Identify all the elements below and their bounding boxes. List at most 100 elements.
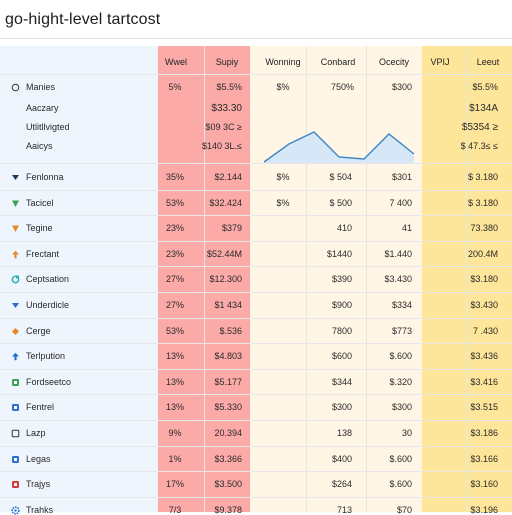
cell-supiy: $5.330: [214, 402, 242, 412]
cell-leeut: $3.436: [470, 351, 498, 361]
square-icon: [11, 480, 20, 489]
row-divider: [0, 215, 512, 216]
cell-wwel: 53%: [165, 326, 184, 336]
row-label[interactable]: Trajys: [26, 479, 51, 489]
cell-conbard: $344: [331, 377, 352, 387]
row-label[interactable]: Legas: [26, 454, 51, 464]
cell-ocecity: 30: [401, 428, 412, 438]
cell-leeut: 7 .430: [472, 326, 498, 336]
cell-wwel: 13%: [165, 377, 184, 387]
cell-supiy: $52.44M: [206, 249, 242, 259]
square-icon: [11, 403, 20, 412]
row-divider: [0, 266, 512, 267]
row-divider: [0, 241, 512, 242]
group-value-supiy: $5.5%: [216, 82, 242, 92]
cell-supiy: $12.300: [209, 274, 242, 284]
row-label[interactable]: Fordseetco: [26, 377, 72, 387]
row-label[interactable]: Lazp: [26, 428, 46, 438]
cell-ocecity: $3.430: [384, 274, 412, 284]
group-value-conbard: 750%: [330, 82, 354, 92]
triangle-icon: [11, 199, 20, 208]
row-divider: [0, 420, 512, 421]
cell-wwel: 17%: [165, 479, 184, 489]
row-label[interactable]: Fentrel: [26, 402, 55, 412]
sub-row-yellow-value: $ 47.3≤ ≤: [460, 141, 498, 151]
square-icon: [11, 455, 20, 464]
row-label[interactable]: Terlpution: [26, 351, 66, 361]
cell-leeut: $3.515: [470, 402, 498, 412]
group-value-wonning: $%: [276, 82, 290, 92]
refresh-icon: [11, 275, 20, 284]
row-divider: [0, 471, 512, 472]
cell-conbard: $400: [331, 454, 352, 464]
column-header-wwel[interactable]: Wwel: [165, 57, 187, 67]
cell-supiy: $3.500: [214, 479, 242, 489]
cell-ocecity: $773: [391, 326, 412, 336]
cell-ocecity: $.600: [389, 351, 412, 361]
column-header-wonning[interactable]: Wonning: [265, 57, 301, 67]
sub-row-label[interactable]: Aaczary: [26, 103, 59, 113]
arrow-up-icon: [11, 352, 20, 361]
column-header-supiy[interactable]: Supiy: [215, 57, 239, 67]
sub-row-label[interactable]: Aaicys: [26, 141, 53, 151]
row-label[interactable]: Tegine: [26, 223, 53, 233]
group-value-ocecity: $300: [391, 82, 412, 92]
title-divider: [0, 38, 512, 39]
sub-row-red-value: $33.30: [211, 103, 242, 114]
row-divider: [0, 369, 512, 370]
cell-wwel: 23%: [165, 249, 184, 259]
triangle-icon: [11, 224, 20, 233]
row-label[interactable]: Underdicle: [26, 300, 70, 310]
header-divider: [0, 74, 512, 75]
cell-wonning: $%: [276, 198, 290, 208]
cell-leeut: $3.166: [470, 454, 498, 464]
cell-conbard: $600: [331, 351, 352, 361]
group-label-manies[interactable]: Manies: [26, 82, 56, 92]
row-divider: [0, 190, 512, 191]
cell-supiy: $1 434: [214, 300, 242, 310]
cell-leeut: $3.416: [470, 377, 498, 387]
square-outline-icon: [11, 429, 20, 438]
arrow-up-icon: [11, 250, 20, 259]
row-label[interactable]: Fenlonna: [26, 172, 64, 182]
label-column-band: [0, 46, 158, 512]
cell-conbard: $1440: [326, 249, 352, 259]
column-header-conbard[interactable]: Conbard: [320, 57, 356, 67]
cell-leeut: 73.380: [470, 223, 498, 233]
column-header-vpij[interactable]: VPIJ: [430, 57, 450, 67]
cell-ocecity: $.600: [389, 479, 412, 489]
sparkline-line: [263, 131, 415, 163]
cell-leeut: $ 3.180: [467, 198, 498, 208]
sparkline-area: [264, 132, 414, 164]
cell-supiy: $9.378: [214, 505, 242, 515]
cell-ocecity: 41: [401, 223, 412, 233]
chevron-down-icon: [11, 301, 20, 310]
cell-wonning: $%: [276, 172, 290, 182]
cell-wwel: 53%: [165, 198, 184, 208]
row-label[interactable]: Frectant: [26, 249, 60, 259]
tag-icon: [11, 327, 20, 336]
page-title: go-hight-level tartcost: [5, 11, 161, 28]
row-label[interactable]: Tacicel: [26, 198, 54, 208]
cell-leeut: $ 3.180: [467, 172, 498, 182]
sub-row-red-value: $140 3L.≤: [202, 141, 242, 151]
cell-leeut: $3.430: [470, 300, 498, 310]
cell-ocecity: $.320: [389, 377, 412, 387]
sub-row-label[interactable]: Utlitllvigted: [26, 122, 70, 132]
cell-wwel: 7/3: [168, 505, 182, 515]
row-label[interactable]: Cerge: [26, 326, 51, 336]
row-label[interactable]: Trahks: [26, 505, 54, 515]
column-header-leeut[interactable]: Leeut: [476, 57, 500, 67]
column-header-ocecity[interactable]: Ocecity: [378, 57, 409, 67]
row-divider: [0, 318, 512, 319]
cell-conbard: $ 504: [329, 172, 352, 182]
column-divider: [306, 46, 307, 512]
sub-row-red-value: $09 3C ≥: [205, 122, 242, 132]
cell-wwel: 27%: [165, 274, 184, 284]
cell-supiy: $379: [221, 223, 242, 233]
cell-wwel: 23%: [165, 223, 184, 233]
sparkline-chart: [263, 131, 415, 164]
row-label[interactable]: Ceptsation: [26, 274, 70, 284]
yellow-highlight-band: [422, 46, 512, 512]
cell-conbard: $900: [331, 300, 352, 310]
